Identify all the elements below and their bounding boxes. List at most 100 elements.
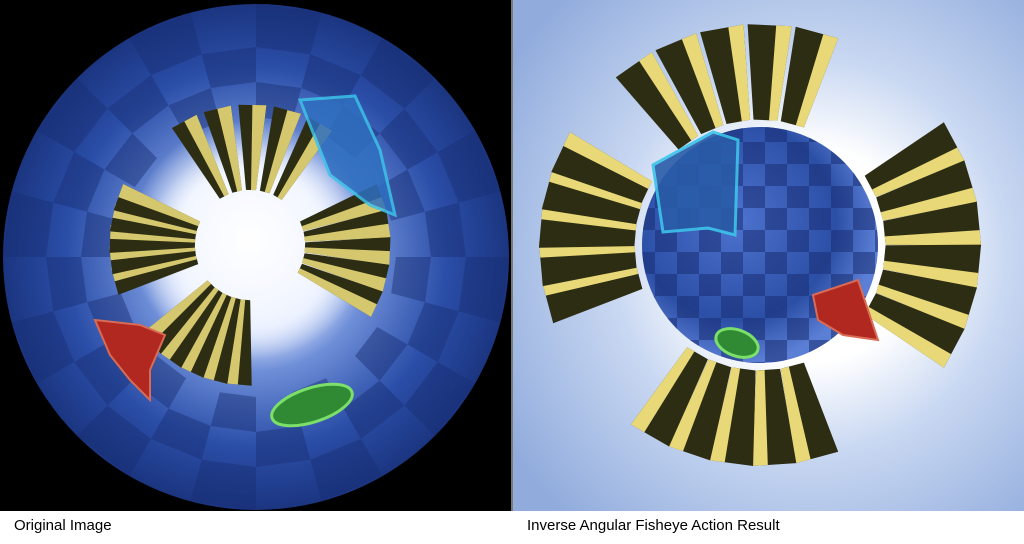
checker-tile	[655, 230, 677, 252]
checker-tile	[437, 130, 501, 203]
pillar-highlight	[563, 132, 652, 189]
checker-tile	[391, 257, 431, 303]
checker-tile	[210, 392, 256, 432]
pillar-group	[109, 104, 391, 386]
checker-tile	[809, 252, 831, 274]
pillar-highlight	[251, 105, 267, 191]
checker-tile	[642, 252, 655, 274]
cyan-shape	[651, 130, 740, 237]
pillar-highlight	[304, 223, 391, 242]
result-tiny-planet-image	[513, 0, 1024, 511]
pillar-highlight	[111, 254, 197, 282]
checker-tile	[765, 208, 787, 230]
red-shape	[93, 318, 167, 403]
pillar-highlight	[795, 34, 839, 128]
checker-tile	[853, 252, 875, 274]
checker-tile	[425, 202, 466, 257]
checker-tile	[743, 186, 765, 208]
pillar-highlight	[780, 366, 811, 464]
checker-tile	[655, 274, 677, 296]
checker-tile	[458, 257, 509, 323]
checker-tile	[765, 164, 787, 186]
checker-tile	[104, 133, 157, 187]
green-shape	[714, 327, 760, 359]
checker-tile	[256, 426, 311, 467]
checker-tile	[787, 142, 809, 164]
pillar-highlight	[184, 114, 229, 197]
checker-tile	[36, 78, 108, 152]
checker-tile	[343, 380, 405, 439]
checker-tile	[721, 296, 743, 318]
pillar-highlight	[668, 359, 717, 452]
original-image-panel	[0, 0, 511, 511]
checker-tile	[787, 186, 809, 208]
checker-tile	[256, 4, 322, 55]
checker-tile	[743, 142, 765, 164]
pillar-highlight	[880, 187, 977, 221]
checker-tile	[809, 208, 831, 230]
pillar-highlight	[304, 247, 390, 266]
checker-tile	[831, 230, 853, 252]
checker-tile	[699, 230, 721, 252]
checker-tile	[107, 75, 169, 134]
pillar	[864, 122, 965, 197]
checker-tile	[765, 340, 787, 362]
pillar	[655, 33, 724, 135]
checker-tile	[721, 252, 743, 274]
pillar-highlight	[158, 287, 219, 360]
checker-tile	[3, 191, 54, 257]
checker-tile	[765, 127, 787, 142]
pillar-highlight	[297, 268, 377, 317]
original-fisheye-image	[3, 4, 509, 510]
pillar-highlight	[301, 197, 387, 231]
pillar-highlight	[752, 370, 768, 466]
pillar-highlight	[864, 306, 952, 368]
checker-tile	[190, 459, 256, 510]
cyan-shape	[297, 94, 398, 218]
checker-tile	[787, 230, 809, 252]
pillar-group	[538, 24, 982, 466]
pillar-highlight	[883, 260, 979, 289]
checker-tile	[787, 274, 809, 296]
checker-tile	[699, 274, 721, 296]
pillar-highlight	[630, 347, 695, 433]
pillar-highlight	[872, 147, 965, 197]
checker-tile	[11, 311, 75, 384]
pillar-highlight	[728, 24, 751, 122]
checker-tile	[355, 327, 408, 381]
checker-tile	[831, 186, 853, 208]
checker-tile	[407, 302, 459, 362]
pillar-highlight	[769, 25, 792, 121]
green-shape	[270, 382, 354, 428]
checker-tile	[743, 230, 765, 252]
checker-tile	[201, 47, 256, 88]
panel-divider	[511, 0, 513, 511]
checker-tile	[301, 54, 361, 106]
pillar-highlight	[681, 33, 724, 129]
checker-tile	[404, 362, 476, 436]
checker-tile	[743, 362, 765, 363]
checker-tile	[765, 296, 787, 318]
pillar-highlight	[541, 265, 639, 296]
checker-tile	[74, 344, 133, 406]
checker-tile	[151, 408, 211, 460]
checker-tile	[853, 208, 875, 230]
checker-tile	[677, 296, 699, 318]
checker-tile	[765, 252, 787, 274]
pillar-highlight	[639, 52, 699, 141]
red-shape	[811, 278, 880, 342]
pillar-highlight	[264, 110, 301, 194]
checker-tile	[46, 257, 87, 312]
checker-tile	[677, 252, 699, 274]
result-image-panel	[513, 0, 1024, 511]
checker-tile	[77, 405, 151, 477]
checker-tile	[53, 152, 105, 212]
checker-tile	[743, 274, 765, 296]
pillar-highlight	[709, 367, 741, 463]
pillar-highlight	[178, 292, 227, 372]
pillar-highlight	[217, 105, 242, 192]
caption-original: Original Image	[14, 517, 112, 534]
checker-tile	[129, 12, 202, 76]
caption-result: Inverse Angular Fisheye Action Result	[527, 517, 780, 534]
checker-tile	[310, 438, 383, 502]
